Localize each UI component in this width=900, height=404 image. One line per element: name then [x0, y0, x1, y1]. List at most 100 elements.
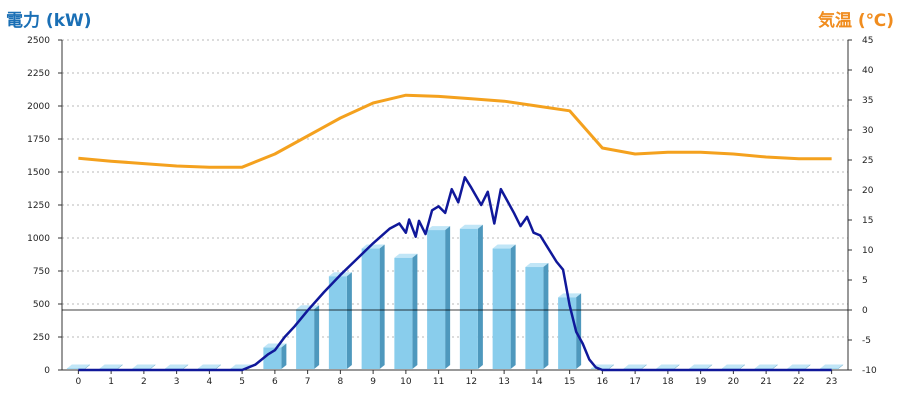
bar-top — [787, 364, 811, 369]
bar-side — [576, 293, 582, 369]
bar-top — [459, 224, 483, 229]
x-tick-label: 13 — [498, 377, 509, 387]
x-tick-label: 19 — [695, 377, 707, 387]
bar-side — [314, 305, 320, 369]
x-tick-label: 11 — [433, 377, 444, 387]
right-tick-label: -10 — [862, 366, 877, 376]
bar-top — [721, 364, 745, 369]
bar — [361, 244, 385, 369]
bar-top — [99, 364, 123, 369]
bar — [132, 364, 156, 369]
right-tick-label: 45 — [862, 36, 873, 46]
x-tick-label: 3 — [174, 377, 180, 387]
bar-side — [84, 364, 90, 369]
right-tick-label: 30 — [862, 126, 874, 136]
bar-top — [492, 244, 516, 249]
bar-top — [165, 364, 189, 369]
left-tick-label: 500 — [33, 300, 50, 310]
bar-side — [412, 253, 418, 369]
x-tick-label: 8 — [338, 377, 344, 387]
bar-side — [641, 364, 647, 369]
right-tick-label: 15 — [862, 216, 873, 226]
x-tick-label: 0 — [76, 377, 82, 387]
x-tick-label: 9 — [370, 377, 376, 387]
bar — [66, 364, 90, 369]
x-tick-label: 15 — [564, 377, 575, 387]
bar-top — [427, 226, 451, 231]
bar-side — [117, 364, 123, 369]
bar — [197, 364, 221, 369]
left-tick-label: 1750 — [27, 135, 50, 145]
left-axis-title: 電力 (kW) — [6, 11, 92, 31]
bar-side — [183, 364, 189, 369]
x-tick-label: 23 — [826, 377, 837, 387]
x-tick-label: 2 — [141, 377, 147, 387]
x-tick-label: 5 — [239, 377, 245, 387]
bar-top — [525, 263, 549, 268]
bar — [787, 364, 811, 369]
left-tick-label: 750 — [33, 267, 50, 277]
bar-front — [66, 368, 85, 369]
bar-side — [150, 364, 156, 369]
bar — [623, 364, 647, 369]
bar — [525, 263, 549, 369]
x-tick-label: 22 — [793, 377, 804, 387]
x-tick-label: 7 — [305, 377, 311, 387]
bar-front — [296, 309, 315, 369]
bar-side — [346, 272, 352, 369]
bar-top — [197, 364, 221, 369]
bar-top — [132, 364, 156, 369]
bar-top — [820, 364, 844, 369]
left-tick-label: 0 — [44, 366, 50, 376]
right-axis-title: 気温 (℃) — [817, 11, 894, 31]
bar-top — [558, 293, 582, 298]
left-tick-label: 2500 — [27, 36, 50, 46]
bar — [99, 364, 123, 369]
bar — [689, 364, 713, 369]
left-tick-label: 1250 — [27, 201, 50, 211]
x-tick-label: 6 — [272, 377, 278, 387]
right-tick-label: -5 — [862, 336, 871, 346]
bar — [459, 224, 483, 369]
right-tick-label: 25 — [862, 156, 873, 166]
bar-front — [263, 347, 282, 369]
x-tick-label: 21 — [760, 377, 771, 387]
bar — [394, 253, 418, 369]
right-tick-label: 0 — [862, 306, 868, 316]
x-tick-label: 17 — [629, 377, 640, 387]
bar-side — [707, 364, 713, 369]
bar-front — [328, 276, 347, 369]
bar-side — [739, 364, 745, 369]
x-tick-label: 20 — [728, 377, 740, 387]
bar-top — [689, 364, 713, 369]
bar — [754, 364, 778, 369]
right-tick-label: 20 — [862, 186, 874, 196]
x-tick-label: 12 — [466, 377, 477, 387]
bar-side — [477, 224, 483, 369]
right-tick-label: 10 — [862, 246, 874, 256]
left-tick-label: 2000 — [27, 102, 50, 112]
x-tick-label: 16 — [597, 377, 609, 387]
bar — [656, 364, 680, 369]
bar-side — [379, 244, 385, 369]
bar-front — [394, 257, 413, 369]
bar-side — [674, 364, 680, 369]
bar — [820, 364, 844, 369]
temperature-line — [78, 93, 832, 169]
bar-side — [608, 364, 614, 369]
bar — [328, 272, 352, 369]
left-tick-label: 2250 — [27, 69, 50, 79]
x-tick-label: 14 — [531, 377, 543, 387]
x-tick-label: 1 — [108, 377, 114, 387]
bar-side — [805, 364, 811, 369]
bar — [492, 244, 516, 369]
bar-top — [754, 364, 778, 369]
bar-top — [623, 364, 647, 369]
bar-front — [427, 230, 446, 369]
bar-front — [361, 248, 380, 369]
right-tick-label: 40 — [862, 66, 874, 76]
left-tick-label: 250 — [33, 333, 50, 343]
bar-top — [394, 253, 418, 258]
